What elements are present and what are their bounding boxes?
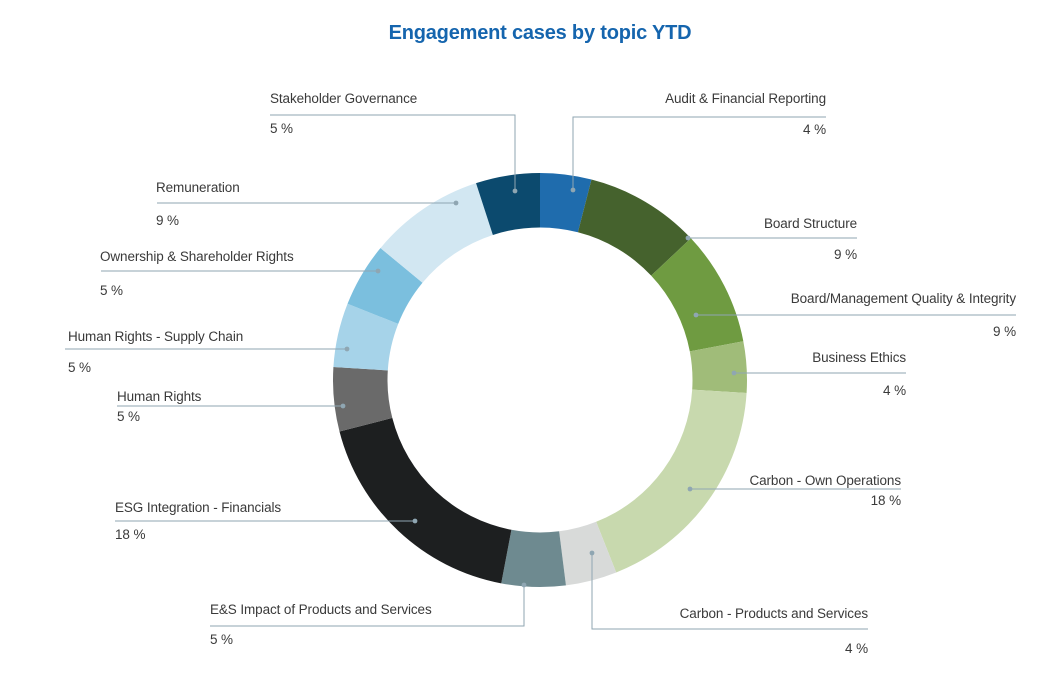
leader-line-0: [572, 116, 826, 190]
donut-segment-0: [540, 173, 592, 233]
donut-segment-5: [559, 521, 617, 586]
segment-label-2: Board/Management Quality & Integrity: [790, 291, 1016, 306]
segment-value-12: 5 %: [270, 121, 293, 136]
donut-segment-6: [501, 529, 566, 587]
segment-value-1: 9 %: [834, 247, 857, 262]
segment-value-11: 9 %: [156, 213, 179, 228]
leader-dot-4: [687, 486, 693, 492]
segment-label-4: Carbon - Own Operations: [749, 473, 901, 488]
segment-label-3: Business Ethics: [812, 350, 906, 365]
segment-value-3: 4 %: [883, 383, 906, 398]
segment-value-7: 18 %: [115, 527, 146, 542]
segment-label-9: Human Rights - Supply Chain: [68, 329, 244, 344]
donut-segment-9: [333, 303, 399, 371]
leader-dot-8: [340, 403, 346, 409]
donut-segment-11: [380, 183, 493, 283]
segment-value-10: 5 %: [100, 283, 123, 298]
leader-dot-11: [453, 200, 459, 206]
segment-value-4: 18 %: [870, 493, 901, 508]
leader-line-6: [210, 585, 525, 627]
leader-dot-7: [412, 518, 418, 524]
chart-title: Engagement cases by topic YTD: [388, 22, 692, 44]
leader-dot-1: [685, 235, 691, 241]
segment-value-6: 5 %: [210, 632, 233, 647]
leader-line-5: [591, 553, 868, 630]
leader-dot-3: [731, 370, 737, 376]
segment-label-8: Human Rights: [117, 389, 202, 404]
donut-segment-2: [651, 238, 744, 352]
donut-segment-10: [347, 248, 423, 324]
donut-segment-3: [689, 341, 747, 393]
leader-dot-2: [693, 312, 699, 318]
segment-label-6: E&S Impact of Products and Services: [210, 602, 432, 617]
leader-dot-9: [344, 346, 350, 352]
segment-label-1: Board Structure: [763, 216, 857, 231]
segment-value-9: 5 %: [68, 360, 91, 375]
donut-segment-4: [596, 389, 747, 573]
segment-value-5: 4 %: [845, 641, 868, 656]
leader-dot-10: [375, 268, 381, 274]
leader-dot-5: [589, 550, 595, 556]
leader-line-12: [270, 114, 516, 191]
donut-segment-1: [577, 179, 691, 276]
leader-dot-6: [521, 582, 527, 588]
segment-label-5: Carbon - Products and Services: [679, 606, 868, 621]
segment-label-7: ESG Integration - Financials: [115, 500, 282, 515]
segment-label-10: Ownership & Shareholder Rights: [100, 249, 294, 264]
segment-value-2: 9 %: [993, 324, 1016, 339]
donut-segment-12: [476, 173, 540, 235]
segment-value-8: 5 %: [117, 409, 140, 424]
segment-value-0: 4 %: [803, 122, 826, 137]
leader-dot-12: [512, 188, 518, 194]
segment-label-11: Remuneration: [156, 180, 240, 195]
leader-dot-0: [570, 187, 576, 193]
donut-segment-7: [339, 417, 512, 584]
segment-label-12: Stakeholder Governance: [270, 91, 418, 106]
donut-segment-8: [333, 367, 393, 432]
segment-label-0: Audit & Financial Reporting: [665, 91, 826, 106]
